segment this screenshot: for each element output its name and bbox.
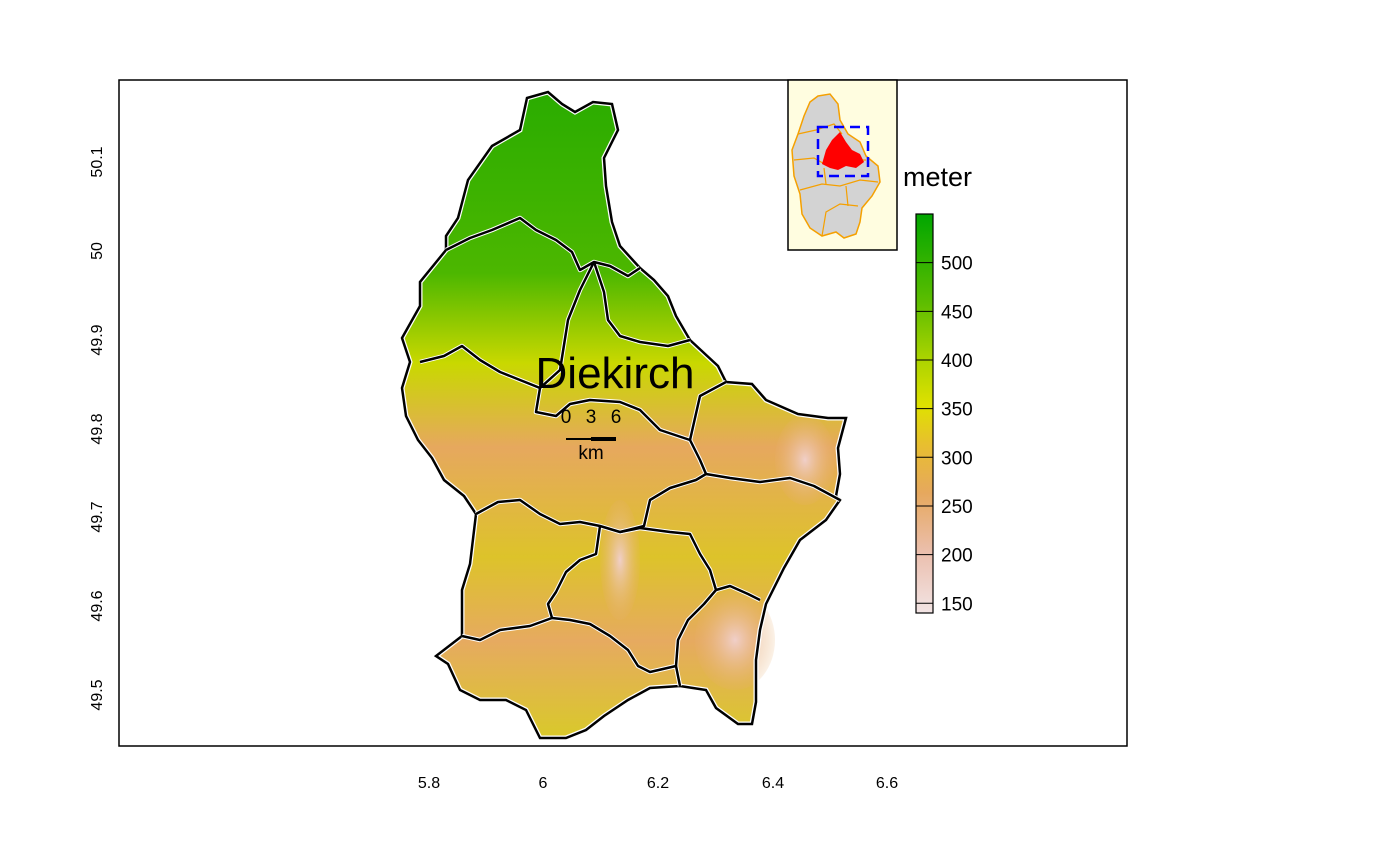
legend-tick-label: 450 [941, 302, 973, 323]
lowland-patch [775, 415, 835, 505]
plot-frame [118, 79, 1128, 747]
y-tick-label: 49.6 [89, 590, 106, 621]
y-tick-label: 50 [89, 242, 106, 260]
legend-tick-label: 200 [941, 546, 973, 567]
place-label-diekirch: Diekirch [536, 349, 695, 398]
y-tick-label: 50.1 [89, 146, 106, 177]
scale-tick-0: 0 [561, 407, 572, 428]
x-tick-label: 5.8 [418, 775, 440, 792]
scale-tick-2: 6 [611, 407, 622, 428]
y-tick-label: 49.7 [89, 501, 106, 532]
canton-boundaries [419, 215, 842, 687]
inset-extent-box [816, 125, 870, 178]
legend-tick-label: 500 [941, 254, 973, 275]
country-terrain [402, 92, 846, 738]
legend-tick-label: 150 [941, 594, 973, 615]
country-boundary [399, 89, 850, 741]
y-tick-label: 49.8 [89, 413, 106, 444]
x-tick-label: 6.4 [762, 775, 784, 792]
elevation-legend: 150 200 250 300 350 400 450 500 [915, 213, 973, 615]
legend-color-bar [915, 213, 934, 614]
legend-tick-label: 250 [941, 497, 973, 518]
legend-tick-label: 400 [941, 351, 973, 372]
y-tick-label: 49.5 [89, 679, 106, 710]
scale-unit: km [578, 443, 603, 464]
x-tick-label: 6.6 [876, 775, 898, 792]
y-tick-label: 49.9 [89, 324, 106, 355]
legend-title: meter [903, 162, 972, 192]
lowland-patch [600, 500, 640, 620]
legend-tick-label: 350 [941, 400, 973, 421]
inset-highlight-region [822, 132, 864, 170]
inset-map [787, 79, 898, 251]
y-axis: 49.5 49.6 49.7 49.8 49.9 50 50.1 [89, 146, 106, 710]
legend-tick-label: 300 [941, 448, 973, 469]
scale-tick-1: 3 [586, 407, 597, 428]
lowland-patch [695, 590, 775, 690]
x-tick-label: 6 [539, 775, 548, 792]
x-tick-label: 6.2 [647, 775, 669, 792]
x-axis: 5.8 6 6.2 6.4 6.6 [418, 775, 898, 792]
scale-bar: 0 3 6 km [561, 407, 622, 464]
